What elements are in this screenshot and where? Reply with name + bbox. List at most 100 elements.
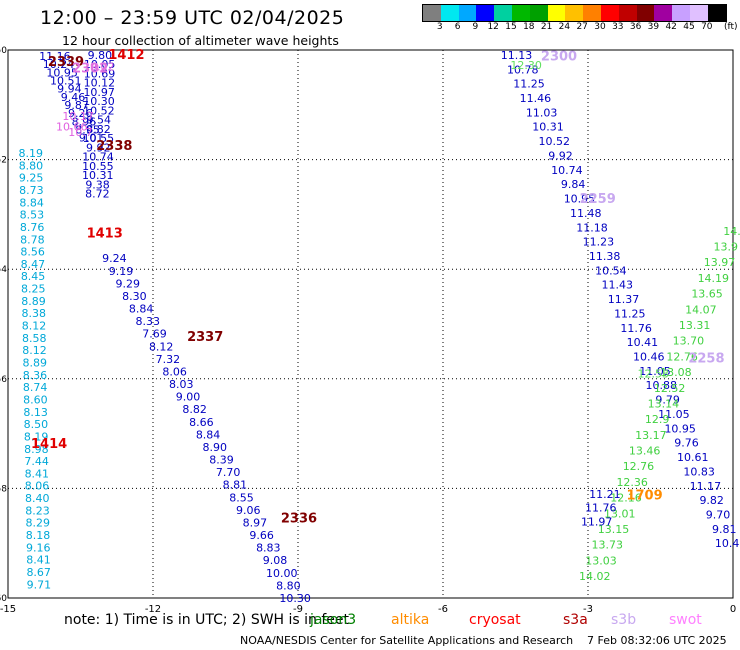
wave-height-value: 8.66: [189, 416, 214, 429]
wave-height-value: 8.30: [122, 290, 147, 303]
wave-height-value: 13.70: [673, 335, 705, 348]
wave-height-value: 8.18: [26, 529, 51, 542]
wave-height-value: 8.96: [72, 115, 97, 128]
wave-height-value: 8.19: [18, 147, 43, 160]
sat-jason3: jason3: [310, 612, 357, 628]
sat-cryosat: cryosat: [469, 612, 521, 628]
wave-height-value: 11.05: [658, 408, 690, 421]
legend-swatch: [440, 5, 459, 21]
wave-height-value: 8.12: [149, 340, 174, 353]
map-subtitle: 12 hour collection of altimeter wave hei…: [62, 33, 339, 48]
legend-swatch: [636, 5, 655, 21]
footnote: note: 1) Time is in UTC; 2) SWH is in fe…: [64, 612, 350, 628]
wave-height-value: 10.69: [84, 67, 116, 80]
wave-height-value: 8.12: [22, 320, 47, 333]
wave-height-value: 10.41: [627, 336, 659, 349]
wave-height-value: 11.46: [520, 92, 552, 105]
legend-label: 27: [576, 22, 588, 32]
wave-height-value: 9.82: [699, 494, 724, 507]
wave-height-value: 10.95: [564, 193, 596, 206]
pass-time-label: 2300: [541, 49, 577, 64]
wave-height-value: 8.03: [169, 378, 194, 391]
wave-height-value: 8.13: [23, 406, 48, 419]
wave-height-value: 8.67: [26, 566, 51, 579]
wave-height-value: 10.7: [68, 126, 93, 139]
wave-height-value: 8.29: [26, 517, 51, 530]
wave-height-value: 10.51: [50, 75, 82, 88]
wave-height-value: 10.66: [56, 121, 88, 134]
wave-height-value: 9.16: [26, 541, 51, 554]
wave-height-value: 12.16: [610, 492, 642, 505]
wave-height-value: 10.74: [82, 151, 114, 164]
wave-height-value: 10.97: [83, 86, 115, 99]
wave-height-value: 8.89: [22, 357, 47, 370]
wave-height-value: 8.84: [196, 428, 221, 441]
wave-height-value: 10.05: [84, 58, 116, 71]
wave-height-value: 11.38: [589, 250, 621, 263]
legend-label: 3: [436, 22, 443, 32]
wave-height-value: 13.03: [585, 554, 617, 567]
wave-height-value: 7.32: [156, 353, 181, 366]
wave-height-value: 13.73: [591, 539, 623, 552]
wave-height-value: 10.30: [279, 592, 311, 605]
wave-height-value: 13.01: [604, 507, 636, 520]
sat-swot: swot: [669, 612, 702, 628]
wave-height-value: 8.97: [243, 516, 268, 529]
legend-swatch: [476, 5, 495, 21]
wave-height-value: 10.17: [62, 110, 94, 123]
legend-label: 36: [629, 22, 642, 32]
x-tick-label: -12: [145, 604, 161, 612]
legend-label: 42: [665, 22, 677, 32]
wave-height-value: 10.31: [532, 121, 564, 134]
wave-height-value: 10.55: [82, 160, 114, 173]
x-tick-label: -6: [438, 604, 448, 612]
wave-height-value: 8.95: [75, 124, 100, 137]
wave-height-value: 11.05: [639, 365, 671, 378]
wave-height-value: 11.23: [583, 236, 615, 249]
map-title: 12:00 – 23:59 UTC 02/04/2025: [40, 7, 345, 29]
wave-height-value: 9.01: [79, 132, 104, 145]
pass-time-label: 2337: [187, 330, 223, 345]
legend-swatch: [600, 5, 619, 21]
wave-height-value: 11.18: [576, 221, 608, 234]
wave-height-value: 8.33: [136, 315, 161, 328]
wave-height-value: 10.31: [82, 169, 114, 182]
legend-swatch: [565, 5, 584, 21]
legend-label: 24: [558, 22, 571, 32]
wave-height-value: 11.48: [570, 207, 602, 220]
legend-swatch: [423, 5, 441, 21]
wave-height-value: 8.83: [256, 542, 281, 555]
y-tick-label: -50: [0, 46, 7, 56]
wave-height-value: 7.69: [142, 328, 167, 341]
wave-height-value: 11.25: [614, 307, 646, 320]
wave-height-value: 9.29: [115, 277, 140, 290]
wave-height-value: 10.61: [677, 451, 709, 464]
wave-height-value: 10.52: [83, 104, 115, 117]
wave-height-value: 12.76: [666, 350, 698, 363]
wave-height-value: 8.39: [209, 454, 234, 467]
x-tick-label: -9: [293, 604, 303, 612]
wave-height-value: 9.84: [561, 178, 586, 191]
wave-height-value: 8.89: [21, 295, 46, 308]
wave-height-value: 10.74: [551, 164, 583, 177]
legend-swatch: [707, 5, 726, 21]
legend-swatch: [529, 5, 548, 21]
wave-height-value: 10.30: [83, 95, 115, 108]
y-tick-label: -60: [0, 594, 7, 604]
legend-swatch: [618, 5, 637, 21]
legend-swatch: [583, 5, 601, 21]
legend-unit: (ft): [724, 22, 738, 32]
wave-height-value: 10.95: [664, 422, 696, 435]
wave-height-value: 13.08: [660, 366, 692, 379]
wave-height-value: 14.07: [685, 303, 717, 316]
wave-height-value: 11.76: [585, 502, 617, 515]
pass-time-label: 2258: [688, 351, 724, 366]
wave-height-value: 8.53: [20, 209, 45, 222]
legend-label: 39: [647, 22, 660, 32]
wave-height-value: 13.14: [648, 397, 680, 410]
pass-time-label: 1414: [31, 437, 67, 452]
wave-height-value: 7.44: [24, 455, 49, 468]
wave-height-value: 11.43: [601, 279, 633, 292]
wave-height-value: 10.88: [646, 379, 678, 392]
wave-height-value: 12.30: [510, 59, 542, 72]
